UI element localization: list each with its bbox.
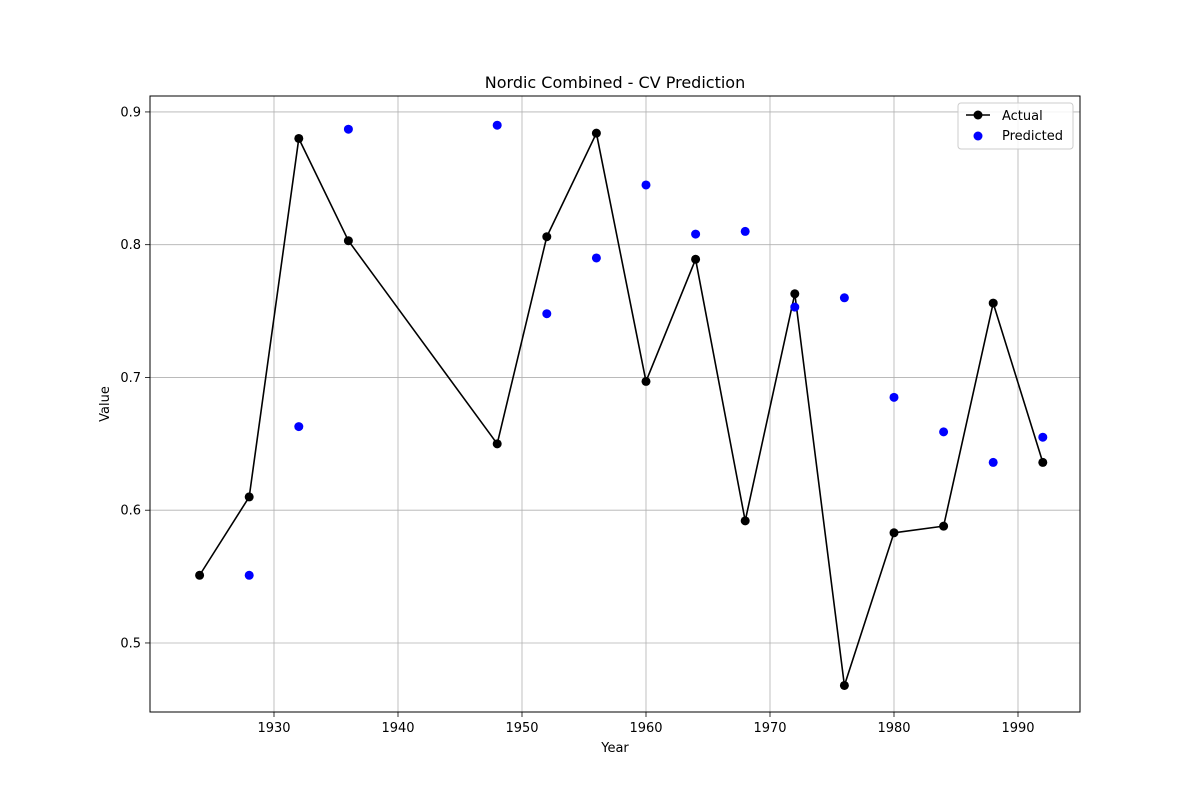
legend: Actual Predicted xyxy=(957,102,1074,150)
predicted-point xyxy=(641,180,651,190)
predicted-point xyxy=(889,392,899,402)
x-tick-label: 1930 xyxy=(257,721,290,736)
actual-point xyxy=(839,680,849,690)
actual-point xyxy=(244,492,254,502)
x-tick-label: 1960 xyxy=(629,721,662,736)
series-predicted xyxy=(244,120,1048,580)
y-axis-label: Value xyxy=(98,386,113,422)
predicted-point xyxy=(591,253,601,263)
legend-predicted-label: Predicted xyxy=(1002,129,1063,144)
predicted-point xyxy=(691,229,701,239)
actual-point xyxy=(740,516,750,526)
x-axis-label: Year xyxy=(600,741,629,756)
actual-point xyxy=(790,289,800,299)
predicted-point xyxy=(939,427,949,437)
actual-line xyxy=(198,132,1044,687)
actual-point xyxy=(542,232,552,242)
y-tick-label: 0.9 xyxy=(120,105,141,120)
x-tick-label: 1980 xyxy=(877,721,910,736)
y-tick-label: 0.6 xyxy=(120,504,141,519)
actual-point xyxy=(1038,457,1048,467)
predicted-point xyxy=(988,457,998,467)
actual-point xyxy=(343,236,353,246)
y-tick-label: 0.7 xyxy=(120,371,141,386)
legend-actual-marker xyxy=(973,110,983,120)
y-tick-label: 0.5 xyxy=(120,636,141,651)
y-tick-label: 0.8 xyxy=(120,238,141,253)
actual-point xyxy=(641,376,651,386)
actual-point xyxy=(691,254,701,264)
y-axis-ticks: 0.5 0.6 0.7 0.8 0.9 xyxy=(120,105,150,651)
chart-title: Nordic Combined - CV Prediction xyxy=(485,73,745,92)
actual-point xyxy=(889,528,899,538)
x-tick-label: 1970 xyxy=(753,721,786,736)
actual-point xyxy=(939,521,949,531)
series-actual xyxy=(195,128,1048,690)
predicted-point xyxy=(542,309,552,319)
predicted-point xyxy=(244,570,254,580)
actual-point xyxy=(294,133,304,143)
plot-frame xyxy=(149,95,1081,713)
actual-point xyxy=(988,298,998,308)
actual-point xyxy=(492,439,502,449)
x-tick-label: 1940 xyxy=(381,721,414,736)
plot-area xyxy=(150,96,1080,712)
legend-predicted-marker xyxy=(973,131,983,141)
predicted-point xyxy=(492,120,502,130)
x-tick-label: 1950 xyxy=(505,721,538,736)
predicted-point xyxy=(790,302,800,312)
predicted-point xyxy=(294,422,304,432)
predicted-point xyxy=(740,226,750,236)
series-layer xyxy=(195,120,1048,690)
actual-point xyxy=(195,570,205,580)
actual-point xyxy=(591,128,601,138)
x-axis-ticks: 1930 1940 1950 1960 1970 1980 1990 xyxy=(257,712,1035,736)
x-tick-label: 1990 xyxy=(1001,721,1034,736)
predicted-point xyxy=(839,293,849,303)
legend-actual-label: Actual xyxy=(1002,109,1043,124)
predicted-point xyxy=(1038,432,1048,442)
predicted-point xyxy=(343,124,353,134)
